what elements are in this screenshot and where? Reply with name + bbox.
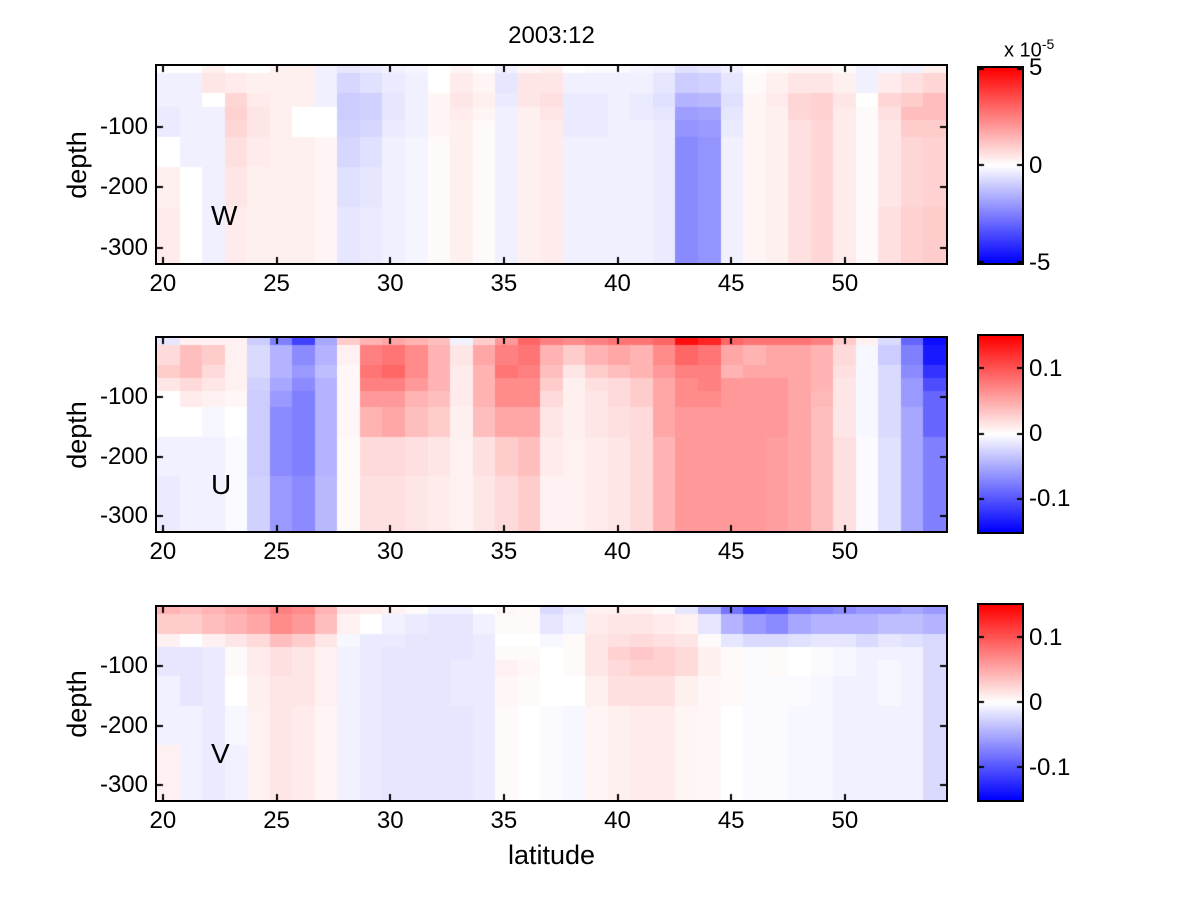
colorbar-gradient-w <box>979 68 1022 263</box>
x-tick-label: 45 <box>717 538 745 565</box>
colorbar-tick-label: 0 <box>1029 688 1043 716</box>
x-tick-label: 30 <box>376 538 404 565</box>
colorbar-tick-label: -0.1 <box>1029 485 1071 513</box>
colorbar-tick-label: 5 <box>1029 54 1043 81</box>
subplot-u-axes <box>155 336 948 533</box>
x-tick-label: 40 <box>604 538 631 565</box>
x-tick-label: 35 <box>490 538 518 565</box>
panel-label-u: U <box>211 469 232 500</box>
panel-label-w: W <box>211 200 238 231</box>
colorbar-gradient-v <box>979 605 1022 800</box>
x-tick-label: 50 <box>831 807 859 834</box>
y-tick-label: -300 <box>99 771 148 799</box>
colorbar-tick-label: 0.1 <box>1029 623 1063 651</box>
x-tick-label: 40 <box>604 807 631 834</box>
panel-label-v: V <box>211 738 230 769</box>
heatmap-u <box>157 338 946 531</box>
y-tick-label: -300 <box>99 502 148 530</box>
x-tick-label: 20 <box>149 270 177 297</box>
x-tick-label: 35 <box>490 270 518 297</box>
colorbar-tick-label: 0.1 <box>1029 354 1063 382</box>
colorbar-tick-label: 0 <box>1029 420 1043 447</box>
x-tick-label: 20 <box>149 807 177 834</box>
x-tick-label: 25 <box>263 538 290 565</box>
x-tick-label: 25 <box>263 270 290 297</box>
x-tick-label: 35 <box>490 807 518 834</box>
colorbar-w <box>977 66 1024 265</box>
subplot-v-axes <box>155 605 948 802</box>
heatmap-v <box>157 607 946 800</box>
x-tick-label: 45 <box>717 807 745 834</box>
x-tick-label: 25 <box>263 807 290 834</box>
x-tick-label: 30 <box>376 270 404 297</box>
y-tick-label: -200 <box>99 711 148 739</box>
x-tick-label: 30 <box>376 807 404 834</box>
colorbar-v <box>977 603 1024 802</box>
exponent-mantissa: x 10 <box>1004 39 1042 62</box>
heatmap-w <box>157 66 946 263</box>
colorbar-gradient-u <box>979 336 1022 532</box>
subplot-w-axes <box>155 64 948 265</box>
y-tick-label: -300 <box>99 233 148 261</box>
x-tick-label: 20 <box>149 538 177 565</box>
x-axis-label: latitude <box>507 840 596 870</box>
x-tick-label: 50 <box>831 270 859 297</box>
colorbar-exponent-label: x 10-5 <box>1004 36 1054 63</box>
colorbar-u <box>977 334 1024 534</box>
y-tick-label: -100 <box>99 383 148 411</box>
figure-title: 2003:12 <box>508 22 595 49</box>
colorbar-tick-label: 0 <box>1029 151 1043 179</box>
y-tick-label: -200 <box>99 442 148 470</box>
x-tick-label: 50 <box>831 538 859 565</box>
y-tick-label: -100 <box>99 652 148 680</box>
x-tick-label: 45 <box>717 270 745 297</box>
exponent-power: -5 <box>1041 36 1055 52</box>
y-tick-label: -200 <box>99 173 148 201</box>
x-tick-label: 40 <box>604 270 631 297</box>
colorbar-tick-label: -5 <box>1029 249 1051 276</box>
y-tick-label: -100 <box>99 112 148 140</box>
colorbar-tick-label: -0.1 <box>1029 753 1071 781</box>
